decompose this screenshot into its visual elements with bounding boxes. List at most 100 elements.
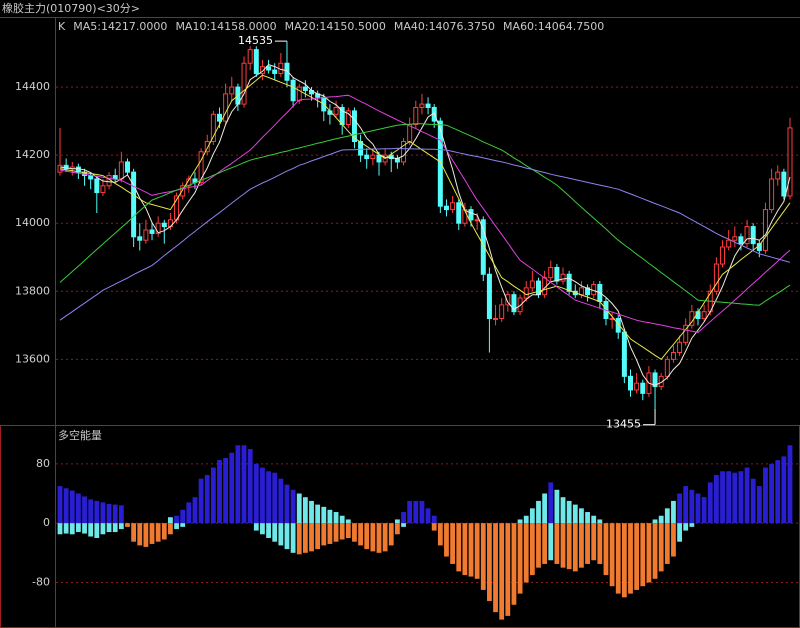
candle-body	[578, 287, 584, 296]
candle-body	[137, 236, 143, 241]
bar	[707, 482, 713, 524]
bar	[149, 523, 155, 544]
bar	[394, 519, 400, 524]
candle-body	[155, 222, 161, 234]
candle-body	[554, 266, 560, 282]
bar	[180, 523, 186, 527]
candle-body	[566, 273, 572, 292]
candle-body	[216, 113, 222, 122]
candle-body	[161, 222, 167, 228]
y-tick-label: 13600	[15, 352, 50, 365]
bar	[364, 523, 370, 550]
candle-body	[683, 324, 689, 343]
bar	[775, 460, 781, 524]
bar	[94, 500, 100, 524]
bar	[646, 523, 652, 583]
bar	[210, 467, 216, 524]
bar	[591, 515, 597, 524]
candle-body	[241, 62, 247, 105]
bar	[769, 463, 774, 524]
bar	[76, 493, 81, 524]
bar	[517, 519, 523, 524]
bar	[529, 508, 535, 524]
bar	[57, 486, 63, 524]
candle-body	[762, 209, 768, 251]
y-tick-label: 0	[43, 516, 50, 529]
bar	[57, 523, 63, 535]
candle-body	[180, 185, 186, 197]
legend-entry: MA5:14217.0000	[73, 20, 167, 33]
bar	[272, 472, 278, 524]
candle-body	[474, 219, 480, 222]
bar	[82, 523, 87, 534]
bar	[345, 523, 351, 538]
bar	[260, 467, 265, 524]
y-tick-label: -80	[32, 575, 50, 588]
candle-body	[585, 287, 591, 296]
bar	[333, 523, 339, 542]
bar	[284, 523, 290, 550]
bar	[315, 504, 321, 524]
candle-body	[259, 66, 265, 74]
candle-body	[131, 171, 137, 238]
candle-body	[143, 229, 149, 241]
candle-body	[511, 294, 517, 313]
bar	[69, 490, 75, 524]
bar	[290, 489, 296, 524]
bar	[241, 445, 247, 524]
bar	[186, 502, 192, 524]
bar	[634, 523, 640, 590]
bar	[579, 508, 584, 524]
candle-body	[351, 110, 357, 143]
candle-body	[413, 106, 419, 126]
bar	[278, 523, 284, 546]
candle-body	[456, 202, 462, 224]
bar	[106, 503, 112, 524]
candle-body	[738, 236, 744, 245]
bar	[542, 493, 548, 524]
candle-body	[744, 226, 750, 245]
bar	[683, 523, 689, 531]
bar	[284, 484, 290, 524]
candle-body	[394, 158, 400, 163]
bar	[339, 523, 345, 540]
bar	[689, 523, 695, 527]
candle-body	[100, 185, 106, 194]
bar	[155, 523, 161, 542]
bar	[548, 482, 554, 524]
bar	[560, 523, 566, 568]
bar	[560, 497, 566, 524]
bar	[278, 478, 284, 524]
bar	[180, 509, 186, 524]
bar	[370, 523, 376, 552]
bar	[63, 523, 69, 534]
candle-body	[333, 106, 339, 115]
candle-body	[640, 382, 646, 394]
candle-body	[701, 311, 707, 319]
bar	[174, 515, 179, 524]
bar	[88, 523, 94, 537]
bar	[260, 523, 265, 535]
bar	[474, 523, 480, 579]
bar	[591, 523, 597, 561]
bar	[499, 523, 505, 620]
bar	[671, 523, 676, 557]
bar	[523, 515, 529, 524]
candle-body	[548, 266, 554, 279]
bar	[198, 478, 204, 524]
candle-body	[419, 103, 425, 108]
bar	[536, 523, 541, 568]
bar	[82, 496, 87, 524]
candle-body	[615, 317, 621, 333]
bar	[88, 499, 94, 524]
bar	[585, 523, 590, 564]
bar	[217, 460, 222, 524]
bar	[407, 500, 413, 524]
bar	[168, 517, 173, 524]
bar	[266, 471, 271, 524]
bar	[750, 478, 756, 524]
candle-body	[253, 49, 259, 74]
y-tick-label: 14000	[15, 216, 50, 229]
bar	[333, 512, 339, 524]
